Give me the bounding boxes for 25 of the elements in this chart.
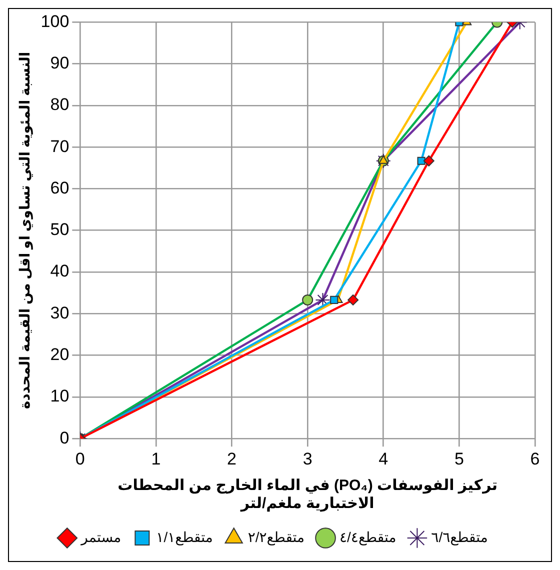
y-tick-label: 70 <box>50 136 70 156</box>
y-tick-label: 10 <box>50 386 70 406</box>
legend-label: مستمر <box>80 528 122 546</box>
y-tick-label: 40 <box>50 262 70 281</box>
y-axis-title: النسبة المئوية التي تساوي او اقل من القيمة المحددة <box>16 52 34 410</box>
x-tick-label: 0 <box>75 449 85 468</box>
y-tick-label: 50 <box>50 220 70 240</box>
x-tick-label: 3 <box>302 449 312 468</box>
x-tick-label: 5 <box>454 449 464 468</box>
y-tick-label: 60 <box>50 178 70 198</box>
x-tick-label: 2 <box>227 449 237 468</box>
x-tick-label: 6 <box>530 449 540 468</box>
y-tick-label: 0 <box>60 428 70 448</box>
x-axis-title: تركيز الفوسفات (PO₄) في الماء الخارج من المحطات الاختبارية ملغم/لتر <box>118 477 498 512</box>
legend-label: متقطع٦/٦ <box>431 528 488 546</box>
y-tick-label: 80 <box>50 95 70 114</box>
y-tick-label: 20 <box>50 345 70 364</box>
legend-label: متقطع٤/٤ <box>340 528 396 546</box>
x-tick-label: 4 <box>378 449 388 468</box>
y-tick-label: 30 <box>50 303 70 322</box>
y-tick-label: 90 <box>50 54 70 73</box>
legend-label: متقطع١/١ <box>156 528 213 546</box>
x-tick-label: 1 <box>151 449 161 468</box>
legend-label: متقطع٢/٢ <box>248 528 305 546</box>
y-tick-label: 100 <box>40 12 70 31</box>
